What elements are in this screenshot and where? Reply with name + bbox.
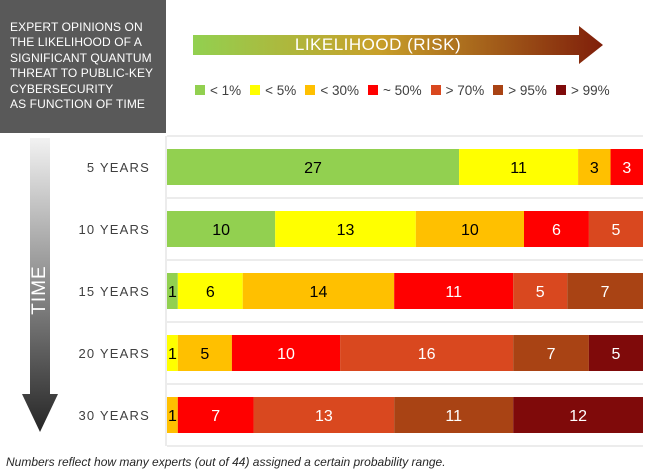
data-label: 1: [168, 408, 177, 425]
title-line: EXPERT OPINIONS ON: [10, 20, 143, 34]
time-arrow: [22, 138, 58, 432]
data-label: 1: [168, 346, 177, 363]
bar-segment: [177, 273, 243, 309]
legend-label: > 95%: [508, 82, 547, 98]
data-label: 13: [337, 222, 355, 239]
legend-swatch: [250, 85, 261, 95]
legend-label: < 30%: [320, 82, 359, 98]
bar-segment: [415, 211, 524, 247]
data-label: 7: [211, 408, 220, 425]
data-label: 11: [445, 408, 462, 425]
data-label: 12: [569, 408, 587, 425]
bar-segment: [610, 149, 643, 185]
legend-label: > 70%: [445, 82, 485, 98]
bar-segment: [242, 273, 395, 309]
title-line: SIGNIFICANT QUANTUM: [10, 50, 152, 65]
data-label: 10: [212, 222, 230, 239]
bar-segment: [167, 273, 178, 309]
bar-segment: [459, 149, 579, 185]
legend-swatch: [305, 85, 316, 95]
bar-segment: [524, 211, 589, 247]
likelihood-label: LIKELIHOOD (RISK): [294, 35, 462, 54]
chart-footnote: Numbers reflect how many experts (out of…: [6, 455, 446, 469]
data-label: 5: [612, 346, 621, 363]
data-label: 5: [612, 222, 621, 239]
bar-segment: [167, 149, 460, 185]
data-label: 7: [601, 284, 610, 301]
data-label: 1: [168, 284, 177, 301]
category-label: 15 YEARS: [78, 284, 150, 299]
bar-segment: [578, 149, 611, 185]
bar-segment: [253, 397, 395, 433]
data-label: 16: [418, 346, 436, 363]
bar-segment: [567, 273, 643, 309]
legend-label: < 1%: [210, 82, 242, 98]
legend-label: < 5%: [265, 82, 297, 98]
bar-segment: [275, 211, 416, 247]
title-line: THE LIKELIHOOD OF A: [10, 35, 142, 50]
legend-item: ~ 50%: [367, 82, 422, 98]
legend-item: < 5%: [250, 83, 296, 98]
bar-segment: [513, 273, 568, 309]
bar-segment: [513, 397, 643, 433]
bar-segment: [231, 335, 341, 371]
bar-segment: [167, 211, 276, 247]
data-label: 3: [622, 160, 631, 177]
legend-item: < 30%: [305, 83, 359, 98]
bar-segment: [588, 211, 643, 247]
legend-swatch: [493, 85, 504, 95]
legend-item: > 95%: [493, 83, 547, 98]
likelihood-arrow: [193, 26, 603, 64]
category-label: 5 YEARS: [87, 160, 150, 175]
data-label: 6: [552, 222, 561, 239]
title-line: AS FUNCTION OF TIME: [10, 97, 146, 112]
bar-segment: [167, 397, 178, 433]
title-line: CYBERSECURITY: [10, 81, 114, 96]
bar-segment: [394, 273, 514, 309]
data-label: 5: [200, 346, 209, 363]
legend-swatch: [195, 85, 205, 95]
data-label: 14: [310, 284, 328, 301]
category-label: 20 YEARS: [78, 346, 150, 361]
category-label: 10 YEARS: [78, 222, 150, 237]
data-label: 6: [206, 284, 215, 301]
bar-segment: [394, 397, 514, 433]
legend-label: ~ 50%: [382, 82, 422, 98]
data-label: 11: [510, 160, 527, 177]
legend-item: < 1%: [195, 83, 241, 98]
bar-segment: [588, 335, 643, 371]
chart-legend: < 1% < 5% < 30% ~ 50% > 70% > 95% > 99%: [195, 80, 619, 100]
bar-segment: [167, 335, 178, 371]
bar-segment: [177, 335, 232, 371]
title-line: THREAT TO PUBLIC-KEY: [10, 66, 154, 81]
chart-title-box: EXPERT OPINIONS ON THE LIKELIHOOD OF A S…: [0, 0, 166, 133]
data-label: 13: [315, 408, 333, 425]
bar-segment: [513, 335, 589, 371]
data-label: 3: [590, 160, 599, 177]
data-label: 10: [277, 346, 295, 363]
legend-swatch: [367, 85, 378, 95]
legend-item: > 70%: [430, 82, 485, 98]
legend-swatch: [430, 85, 441, 95]
legend-swatch: [555, 85, 566, 95]
legend-label: > 99%: [570, 82, 610, 98]
bar-segment: [177, 397, 254, 433]
data-label: 5: [536, 284, 545, 301]
data-label: 7: [547, 346, 556, 363]
data-label: 10: [461, 222, 479, 239]
data-label: 11: [445, 284, 462, 301]
legend-item: > 99%: [555, 82, 610, 98]
data-label: 27: [304, 160, 322, 177]
bar-segment: [340, 335, 514, 371]
category-label: 30 YEARS: [78, 408, 150, 423]
